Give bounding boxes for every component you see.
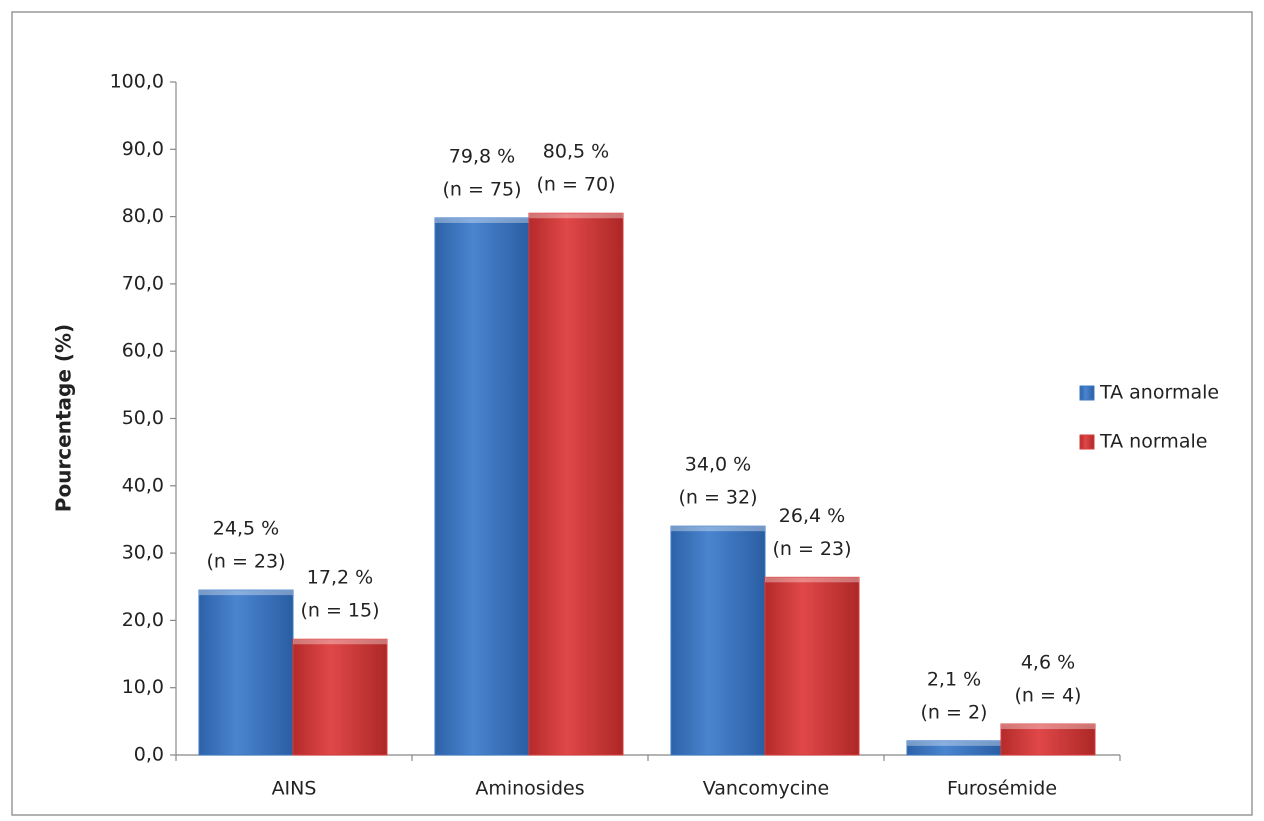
y-tick-label: 30,0 [122, 542, 164, 564]
bar [528, 212, 624, 756]
bar-cap [293, 639, 387, 645]
bar [198, 589, 294, 756]
y-tick-label: 50,0 [122, 407, 164, 429]
data-label: 2,1 % [927, 668, 981, 690]
y-tick-label: 10,0 [122, 676, 164, 698]
bar-cap [907, 740, 1001, 746]
data-label: (n = 23) [206, 551, 285, 573]
bar-cap [765, 577, 859, 583]
y-axis-label: Pourcentage (%) [52, 324, 76, 512]
bar [1000, 723, 1096, 756]
data-label: 4,6 % [1021, 652, 1075, 674]
data-label: 26,4 % [779, 505, 845, 527]
y-tick-label: 70,0 [122, 272, 164, 294]
y-tick-label: 0,0 [134, 744, 164, 766]
bar [764, 576, 860, 756]
y-tick-label: 90,0 [122, 138, 164, 160]
legend-swatch [1079, 434, 1095, 450]
x-tick-label: Vancomycine [703, 778, 830, 800]
y-tick-label: 40,0 [122, 474, 164, 496]
data-label: 34,0 % [685, 454, 751, 476]
data-label: (n = 23) [772, 538, 851, 560]
y-tick-label: 80,0 [122, 205, 164, 227]
x-tick-label: Aminosides [475, 778, 584, 800]
data-label: (n = 15) [300, 600, 379, 622]
data-label: 80,5 % [543, 141, 609, 163]
data-label: 17,2 % [307, 567, 373, 589]
data-label: (n = 32) [678, 487, 757, 509]
y-tick-label: 100,0 [110, 71, 164, 93]
bar-cap [529, 213, 623, 219]
legend-swatch [1079, 385, 1095, 401]
data-label: (n = 2) [921, 701, 988, 723]
bar-cap [199, 590, 293, 596]
data-label: 24,5 % [213, 518, 279, 540]
x-tick-label: AINS [272, 778, 317, 800]
legend-label: TA anormale [1099, 382, 1219, 404]
bar-cap [671, 526, 765, 532]
x-tick-label: Furosémide [947, 778, 1057, 800]
bar [292, 638, 388, 756]
bar-cap [435, 217, 529, 223]
legend-label: TA normale [1099, 431, 1207, 453]
data-label: (n = 70) [536, 174, 615, 196]
y-tick-label: 20,0 [122, 609, 164, 631]
bar-cap [1001, 724, 1095, 730]
bar [434, 217, 530, 756]
bar [670, 525, 766, 756]
data-label: (n = 75) [442, 178, 521, 200]
data-label: 79,8 % [449, 145, 515, 167]
data-label: (n = 4) [1015, 685, 1082, 707]
y-tick-label: 60,0 [122, 340, 164, 362]
